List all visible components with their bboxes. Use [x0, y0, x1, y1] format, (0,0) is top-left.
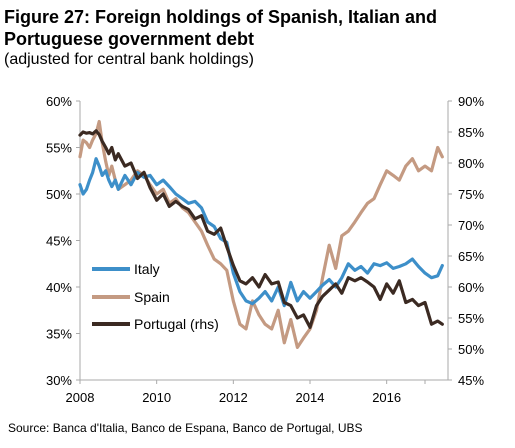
series-line-portugal — [78, 129, 444, 329]
y-right-tick-label: 65% — [458, 249, 484, 264]
series-line-italy — [78, 157, 444, 308]
y-right-tick-label: 70% — [458, 218, 484, 233]
y-left-tick-label: 35% — [46, 327, 72, 342]
axes-layer: 30% 35% 40% 45% 50% 55% 60% 45% 50% 55% 60% 65% 70% 7… — [46, 94, 484, 405]
y-left-tick-label: 40% — [46, 280, 72, 295]
legend-label-italy: Italy — [134, 261, 160, 277]
y-left-tick-label: 30% — [46, 373, 72, 388]
y-right-tick-label: 55% — [458, 311, 484, 326]
y-right-tick-label: 80% — [458, 156, 484, 171]
x-tick-label: 2016 — [372, 390, 401, 405]
y-right-tick-label: 45% — [458, 373, 484, 388]
legend-label-spain: Spain — [134, 289, 170, 305]
y-right-tick-label: 50% — [458, 342, 484, 357]
y-left-tick-label: 45% — [46, 234, 72, 249]
x-tick-label: 2008 — [66, 390, 95, 405]
series-line-spain — [78, 119, 444, 349]
x-tick-label: 2010 — [142, 390, 171, 405]
source-note: Source: Banca d'Italia, Banco de Espana,… — [8, 421, 363, 435]
chart-title: Figure 27: Foreign holdings of Spanish, … — [4, 7, 438, 49]
legend-label-portugal: Portugal (rhs) — [134, 316, 219, 332]
y-left-tick-label: 60% — [46, 94, 72, 109]
x-tick-label: 2012 — [219, 390, 248, 405]
y-right-tick-label: 75% — [458, 187, 484, 202]
y-right-tick-label: 85% — [458, 125, 484, 140]
series-layer — [78, 119, 444, 349]
y-right-tick-label: 90% — [458, 94, 484, 109]
y-right-tick-label: 60% — [458, 280, 484, 295]
y-left-tick-label: 55% — [46, 141, 72, 156]
x-tick-label: 2014 — [296, 390, 325, 405]
chart-subtitle: (adjusted for central bank holdings) — [4, 51, 254, 68]
y-left-tick-label: 50% — [46, 187, 72, 202]
legend: Italy Spain Portugal (rhs) — [92, 261, 219, 332]
